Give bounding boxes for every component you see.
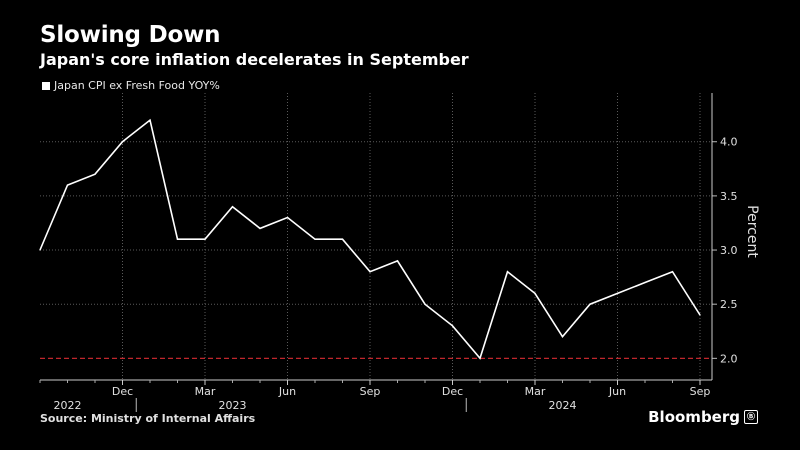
- chart-subtitle: Japan's core inflation decelerates in Se…: [40, 50, 469, 69]
- x-tick-label: Mar: [195, 385, 216, 398]
- data-point: [341, 238, 344, 240]
- legend-label: Japan CPI ex Fresh Food YOY%: [54, 79, 220, 92]
- x-tick-label: Sep: [360, 385, 381, 398]
- data-point: [396, 260, 399, 262]
- data-point: [424, 303, 426, 305]
- brand-badge-icon: Ⓑ: [744, 410, 758, 424]
- cpi-series-line: [39, 118, 701, 360]
- data-point: [589, 303, 591, 305]
- year-label: 2023: [219, 399, 247, 412]
- year-label: 2022: [54, 399, 82, 412]
- data-point: [699, 314, 701, 316]
- data-point: [39, 249, 41, 251]
- data-point: [369, 271, 371, 273]
- x-tick-label: Dec: [442, 385, 463, 398]
- data-point: [204, 238, 206, 240]
- bloomberg-logo: Bloomberg Ⓑ: [648, 408, 758, 426]
- data-point: [94, 173, 96, 175]
- y-tick-label: 4.0: [720, 136, 738, 149]
- x-tick-label: Sep: [690, 385, 711, 398]
- y-tick-label: 3.5: [720, 190, 738, 203]
- source-note: Source: Ministry of Internal Affairs: [40, 412, 256, 425]
- x-tick-label: Mar: [525, 385, 546, 398]
- data-point: [66, 184, 69, 186]
- data-point: [479, 357, 481, 359]
- x-tick-label: Jun: [278, 385, 296, 398]
- y-tick-label: 2.5: [720, 298, 738, 311]
- data-point: [121, 141, 124, 143]
- data-point: [671, 271, 674, 273]
- x-tick-label: Dec: [112, 385, 133, 398]
- data-point: [314, 238, 316, 240]
- data-point: [534, 292, 536, 294]
- y-axis-label: Percent: [744, 205, 760, 258]
- data-point: [506, 271, 509, 273]
- y-tick-label: 3.0: [720, 244, 738, 257]
- data-point: [451, 325, 454, 327]
- data-point: [149, 119, 151, 121]
- year-label: 2024: [549, 399, 577, 412]
- data-point: [616, 292, 619, 294]
- data-point: [259, 227, 261, 229]
- x-tick-label: Jun: [608, 385, 626, 398]
- data-point: [561, 336, 564, 338]
- data-point: [176, 238, 179, 240]
- y-tick-label: 2.0: [720, 352, 738, 365]
- data-point: [286, 216, 289, 219]
- data-point: [231, 206, 234, 208]
- chart-title: Slowing Down: [40, 22, 221, 48]
- data-point: [644, 281, 646, 284]
- legend: Japan CPI ex Fresh Food YOY%: [42, 79, 220, 92]
- legend-swatch: [42, 81, 50, 90]
- brand-name: Bloomberg: [648, 408, 740, 426]
